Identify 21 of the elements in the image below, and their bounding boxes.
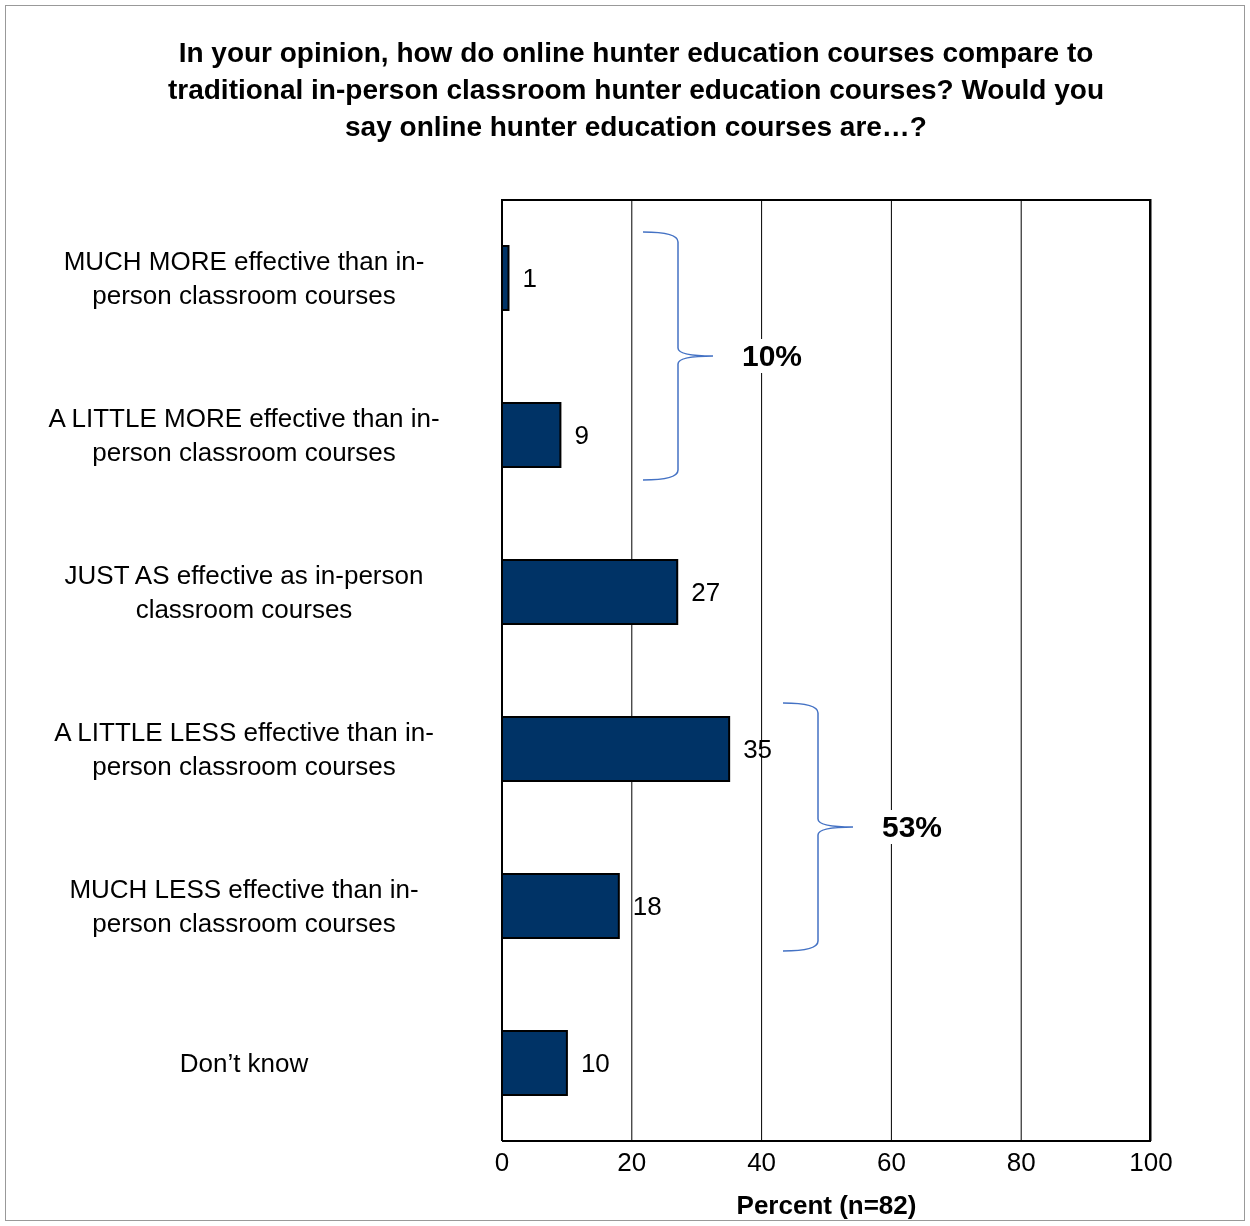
data-label: 10 xyxy=(580,1048,610,1079)
data-label: 18 xyxy=(632,891,662,922)
x-tick-label: 40 xyxy=(747,1147,777,1178)
x-tick-label: 20 xyxy=(617,1147,647,1178)
y-tick-label: A LITTLE MORE effective than in-person classroom courses xyxy=(48,402,440,467)
x-tick-label: 0 xyxy=(494,1147,510,1178)
x-tick-label: 80 xyxy=(1006,1147,1036,1178)
annotation: 53% xyxy=(882,810,943,844)
x-tick-label: 100 xyxy=(1129,1147,1173,1178)
y-tick-label: MUCH MORE effective than in-person classroom courses xyxy=(63,245,425,310)
data-label: 1 xyxy=(522,263,537,294)
y-tick-label: Don’t know xyxy=(179,1047,309,1078)
y-tick-label: MUCH LESS effective than in-person classroom courses xyxy=(69,873,419,938)
x-tick-label: 60 xyxy=(876,1147,906,1178)
y-tick-label: JUST AS effective as in-person classroom courses xyxy=(64,559,424,624)
data-label: 9 xyxy=(574,420,589,451)
y-tick-label: A LITTLE LESS effective than in-person classroom courses xyxy=(54,716,434,781)
annotation: 10% xyxy=(742,339,803,373)
x-axis-title: Percent (n=82) xyxy=(735,1190,918,1221)
data-label: 27 xyxy=(691,577,721,608)
chart-title: In your opinion, how do online hunter education courses compare to traditional in-person classroom hunter education courses? Would you say online hunter education courses are…? xyxy=(166,36,1105,144)
